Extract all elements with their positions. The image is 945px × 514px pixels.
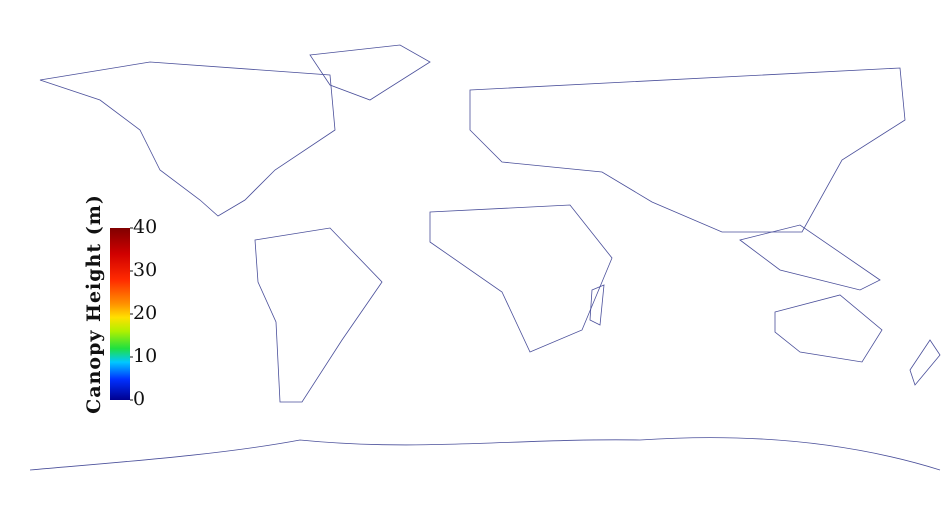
africa: [429, 204, 613, 353]
madagascar: [589, 284, 605, 326]
colorbar: Canopy Height (m) 0 10 20 30 40: [83, 194, 157, 414]
antarctica-coast: [29, 437, 941, 471]
eurasia: [469, 67, 906, 233]
tick-label: 40: [133, 216, 157, 238]
north-america: [39, 61, 336, 217]
tick-label: 20: [133, 302, 157, 324]
tick-label: 0: [133, 388, 145, 410]
new-zealand: [909, 339, 941, 386]
greenland: [309, 44, 431, 101]
indonesia: [739, 224, 881, 291]
colorbar-label: Canopy Height (m): [83, 194, 105, 414]
tick-label: 10: [133, 345, 157, 367]
tick-label: 30: [133, 259, 157, 281]
colorbar-gradient: [110, 228, 130, 400]
south-america: [254, 227, 383, 403]
australia: [774, 294, 883, 363]
land: [29, 44, 941, 471]
